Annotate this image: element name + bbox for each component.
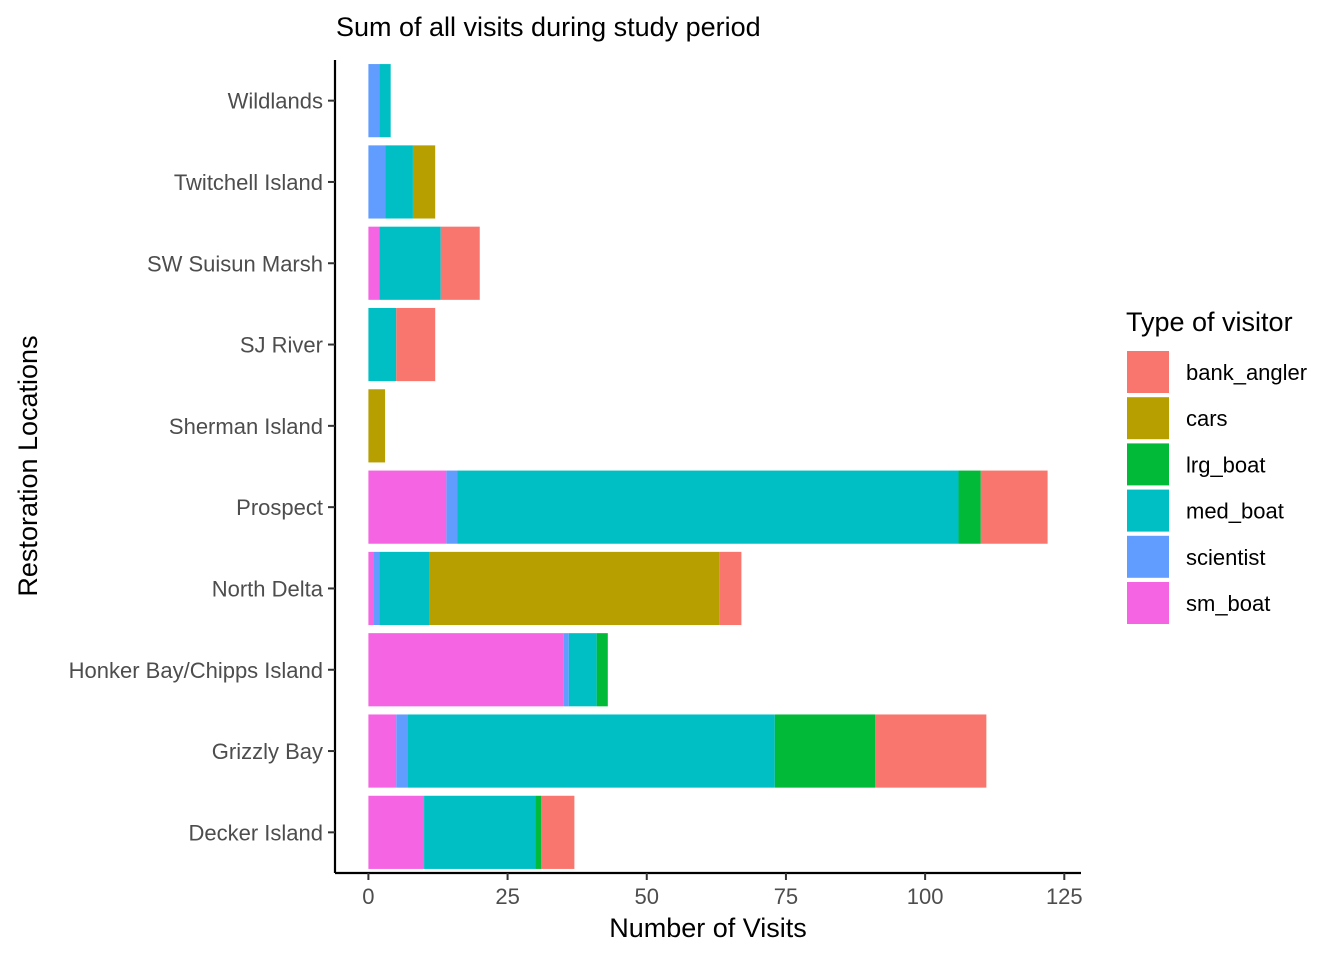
- bar-segment-lrg_boat: [596, 633, 608, 707]
- bar-segment-med_boat: [385, 145, 413, 219]
- bar-segment-sm_boat: [368, 633, 564, 707]
- bar-segment-bank_angler: [875, 714, 987, 788]
- bar-segment-sm_boat: [368, 470, 447, 544]
- x-tick-label: 0: [362, 884, 374, 909]
- bar-segment-bank_angler: [396, 307, 436, 382]
- bar-segment-scientist: [446, 470, 458, 544]
- y-axis: Decker Island Grizzly Bay Honker Bay/Chipp…: [69, 89, 335, 845]
- bar-segment-lrg_boat: [774, 714, 876, 788]
- bar-segment-bank_angler: [440, 226, 480, 300]
- bar-segment-bank_angler: [540, 795, 575, 869]
- legend-swatch-cars: [1127, 397, 1169, 440]
- bar-segment-scientist: [396, 714, 408, 788]
- bar-segment-med_boat: [379, 226, 441, 300]
- legend-swatch-bank_angler: [1127, 351, 1169, 393]
- bar-segment-sm_boat: [368, 714, 397, 788]
- x-tick-label: 75: [774, 884, 798, 909]
- bar-segment-scientist: [563, 633, 569, 707]
- bar-segment-scientist: [368, 145, 386, 219]
- bar-segment-scientist: [368, 64, 380, 138]
- bar-segment-med_boat: [407, 714, 775, 788]
- y-tick-label: Grizzly Bay: [212, 739, 323, 764]
- y-tick-label: Sherman Island: [169, 414, 323, 439]
- y-tick-label: Prospect: [236, 495, 323, 520]
- bar-segment-cars: [412, 145, 436, 219]
- bars-layer: [368, 64, 1048, 869]
- x-axis: 0 25 50 75 100 125: [362, 873, 1083, 909]
- legend-label-cars: cars: [1186, 406, 1228, 431]
- bar-segment-med_boat: [424, 795, 536, 869]
- legend-swatch-lrg_boat: [1127, 443, 1169, 486]
- y-tick-label: North Delta: [212, 576, 324, 601]
- x-tick-label: 125: [1046, 884, 1083, 909]
- bar-segment-cars: [429, 551, 720, 626]
- legend-swatch-med_boat: [1127, 489, 1169, 532]
- legend-label-med_boat: med_boat: [1186, 499, 1284, 524]
- bar-segment-med_boat: [457, 470, 959, 544]
- x-axis-title: Number of Visits: [609, 913, 807, 943]
- bar-segment-sm_boat: [368, 795, 425, 869]
- x-tick-label: 100: [907, 884, 944, 909]
- x-tick-label: 50: [635, 884, 659, 909]
- bar-segment-bank_angler: [980, 470, 1048, 544]
- legend-label-bank_angler: bank_angler: [1186, 360, 1307, 385]
- bar-segment-sm_boat: [368, 226, 380, 300]
- bar-segment-med_boat: [379, 551, 430, 626]
- chart-title: Sum of all visits during study period: [336, 12, 761, 42]
- y-tick-label: Honker Bay/Chipps Island: [69, 658, 323, 683]
- x-tick-label: 25: [495, 884, 519, 909]
- bar-segment-med_boat: [568, 633, 597, 707]
- y-tick-label: Decker Island: [188, 820, 323, 845]
- y-tick-label: SW Suisun Marsh: [147, 251, 323, 276]
- bar-segment-med_boat: [379, 64, 391, 138]
- bar-segment-cars: [368, 389, 386, 463]
- bar-segment-bank_angler: [719, 551, 742, 626]
- bar-segment-sm_boat: [368, 551, 374, 626]
- y-tick-label: Wildlands: [228, 89, 323, 114]
- y-tick-label: Twitchell Island: [174, 170, 323, 195]
- legend-label-sm_boat: sm_boat: [1186, 591, 1270, 616]
- legend-swatch-sm_boat: [1127, 582, 1169, 624]
- y-axis-title: Restoration Locations: [13, 335, 43, 596]
- legend-swatch-scientist: [1127, 535, 1169, 578]
- y-tick-label: SJ River: [240, 333, 323, 358]
- bar-segment-scientist: [373, 551, 380, 626]
- legend-label-lrg_boat: lrg_boat: [1186, 452, 1266, 477]
- bar-segment-lrg_boat: [535, 795, 541, 869]
- bar-segment-med_boat: [368, 307, 397, 382]
- legend-label-scientist: scientist: [1186, 545, 1265, 570]
- legend-title: Type of visitor: [1126, 307, 1293, 337]
- bar-segment-lrg_boat: [958, 470, 981, 544]
